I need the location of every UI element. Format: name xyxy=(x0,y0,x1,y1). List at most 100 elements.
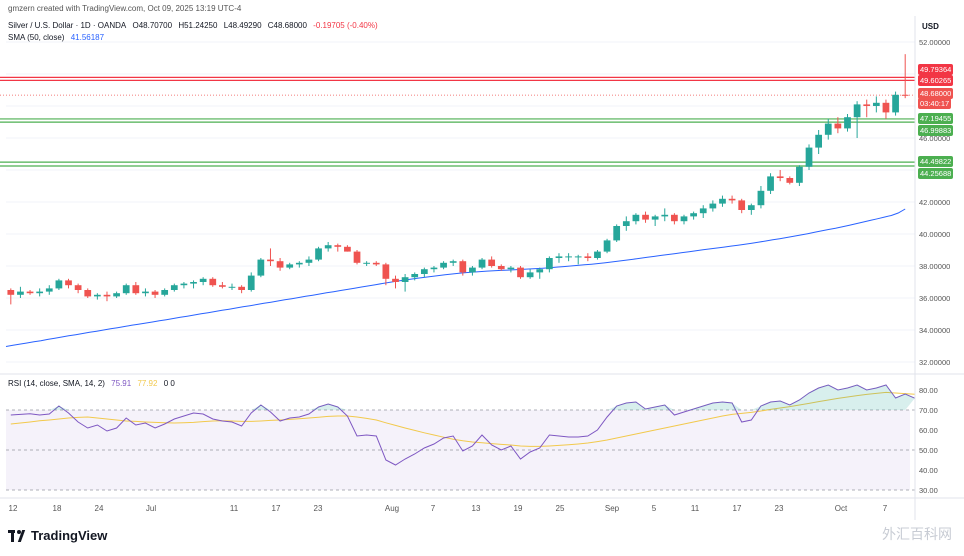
candle-body xyxy=(142,291,149,294)
brand-name: TradingView xyxy=(31,528,108,543)
candle-body xyxy=(815,134,823,148)
candle-body xyxy=(440,262,447,268)
candle-body xyxy=(747,205,755,210)
sma-legend[interactable]: SMA (50, close) 41.56187 xyxy=(8,33,108,42)
sma-line xyxy=(5,208,906,347)
price-levels xyxy=(0,76,915,167)
time-tick-label: 24 xyxy=(95,504,104,513)
candle-body xyxy=(122,285,130,294)
rsi-polyline xyxy=(10,384,916,466)
candle-body xyxy=(372,262,380,265)
candle-body xyxy=(315,248,322,260)
time-tick-label: Oct xyxy=(835,504,848,513)
price-tick-label: 40.00000 xyxy=(919,230,950,239)
sma-value: 41.56187 xyxy=(70,33,105,42)
candle-body xyxy=(392,278,399,282)
candle-body xyxy=(834,123,842,129)
candle-body xyxy=(382,264,390,279)
candle-body xyxy=(632,214,640,222)
candle-body xyxy=(161,290,169,295)
tag-res1: 49.79364 xyxy=(918,64,954,75)
rsi-overbought-band xyxy=(6,409,915,491)
candle-body xyxy=(767,176,774,191)
candle-body xyxy=(757,190,765,206)
candle-body xyxy=(459,261,467,273)
candle-body xyxy=(680,216,688,222)
rsi-tick-label: 60.00 xyxy=(919,426,938,435)
rsi-sma-polyline xyxy=(10,391,915,447)
rsi-label: RSI (14, close, SMA, 14, 2) xyxy=(8,379,105,388)
candle-body xyxy=(295,262,303,265)
rsi-extra: 0 0 xyxy=(163,379,175,388)
rsi-tick-label: 70.00 xyxy=(919,406,938,415)
rsi-legend[interactable]: RSI (14, close, SMA, 14, 2) 75.91 77.92 … xyxy=(8,379,179,388)
candle-body xyxy=(26,291,34,294)
candle-body xyxy=(824,123,832,135)
candle-body xyxy=(661,214,669,217)
candle-body xyxy=(199,278,207,282)
candle-body xyxy=(449,261,457,263)
time-tick-label: Aug xyxy=(385,504,399,513)
sma-label: SMA (50, close) xyxy=(8,33,65,42)
candle-body xyxy=(180,283,188,286)
candle-body xyxy=(565,256,572,258)
time-tick-label: 18 xyxy=(53,504,62,513)
time-tick-label: Sep xyxy=(605,504,620,513)
candle-body xyxy=(74,285,82,290)
tradingview-logo-icon xyxy=(8,529,26,542)
candle-body xyxy=(786,178,794,183)
currency-label[interactable]: USD xyxy=(922,22,939,31)
candle-body xyxy=(892,94,899,113)
candle-body xyxy=(728,198,736,201)
price-tick-label: 32.00000 xyxy=(919,358,950,367)
rsi-value: 75.91 xyxy=(111,379,132,388)
symbol-title[interactable]: Silver / U.S. Dollar · 1D · OANDA xyxy=(8,21,127,30)
candle-body xyxy=(574,256,582,258)
price-tick-label: 46.00000 xyxy=(919,134,950,143)
candle-body xyxy=(334,245,342,247)
candle-body xyxy=(517,267,524,278)
candle-body xyxy=(805,147,813,167)
candle-body xyxy=(738,200,746,210)
candle-body xyxy=(901,94,909,96)
candle-body xyxy=(709,203,717,209)
candle-body xyxy=(84,290,92,297)
tag-sup1b: 46.99883 xyxy=(918,125,954,136)
candle-body xyxy=(507,267,515,270)
candle-body xyxy=(863,104,871,106)
candle-body xyxy=(219,285,226,287)
rsi-tick-label: 30.00 xyxy=(919,486,938,495)
candle-body xyxy=(594,251,601,258)
ohlc-high: H51.24250 xyxy=(178,21,218,30)
candle-body xyxy=(247,275,255,290)
candle-body xyxy=(555,256,563,258)
time-tick-label: 19 xyxy=(514,504,523,513)
candle-body xyxy=(209,278,217,286)
candle-body xyxy=(882,102,890,113)
candle-body xyxy=(469,267,476,273)
creator-line: gmzern created with TradingView.com, Oct… xyxy=(8,4,242,13)
candle-body xyxy=(796,166,803,183)
time-tick-label: 23 xyxy=(775,504,784,513)
candle-body xyxy=(267,259,274,262)
time-tick-label: 23 xyxy=(314,504,323,513)
candle-body xyxy=(719,198,726,204)
candle-body xyxy=(103,294,111,297)
time-tick-label: 11 xyxy=(691,504,700,513)
candle-body xyxy=(488,259,496,266)
ohlc-change: -0.19705 (-0.40%) xyxy=(313,21,378,30)
time-tick-label: 25 xyxy=(556,504,565,513)
candle-body xyxy=(651,216,659,220)
symbol-line: Silver / U.S. Dollar · 1D · OANDA O48.70… xyxy=(8,21,382,30)
candle-body xyxy=(872,102,880,106)
rsi-tick-label: 50.00 xyxy=(919,446,938,455)
candle-body xyxy=(622,221,630,226)
candle-body xyxy=(276,261,284,268)
candle-body xyxy=(420,269,428,274)
time-tick-label: 12 xyxy=(9,504,18,513)
candle-body xyxy=(699,208,707,214)
candle-body xyxy=(642,214,649,220)
candle-body xyxy=(228,286,236,288)
tradingview-brand[interactable]: TradingView xyxy=(8,528,107,543)
